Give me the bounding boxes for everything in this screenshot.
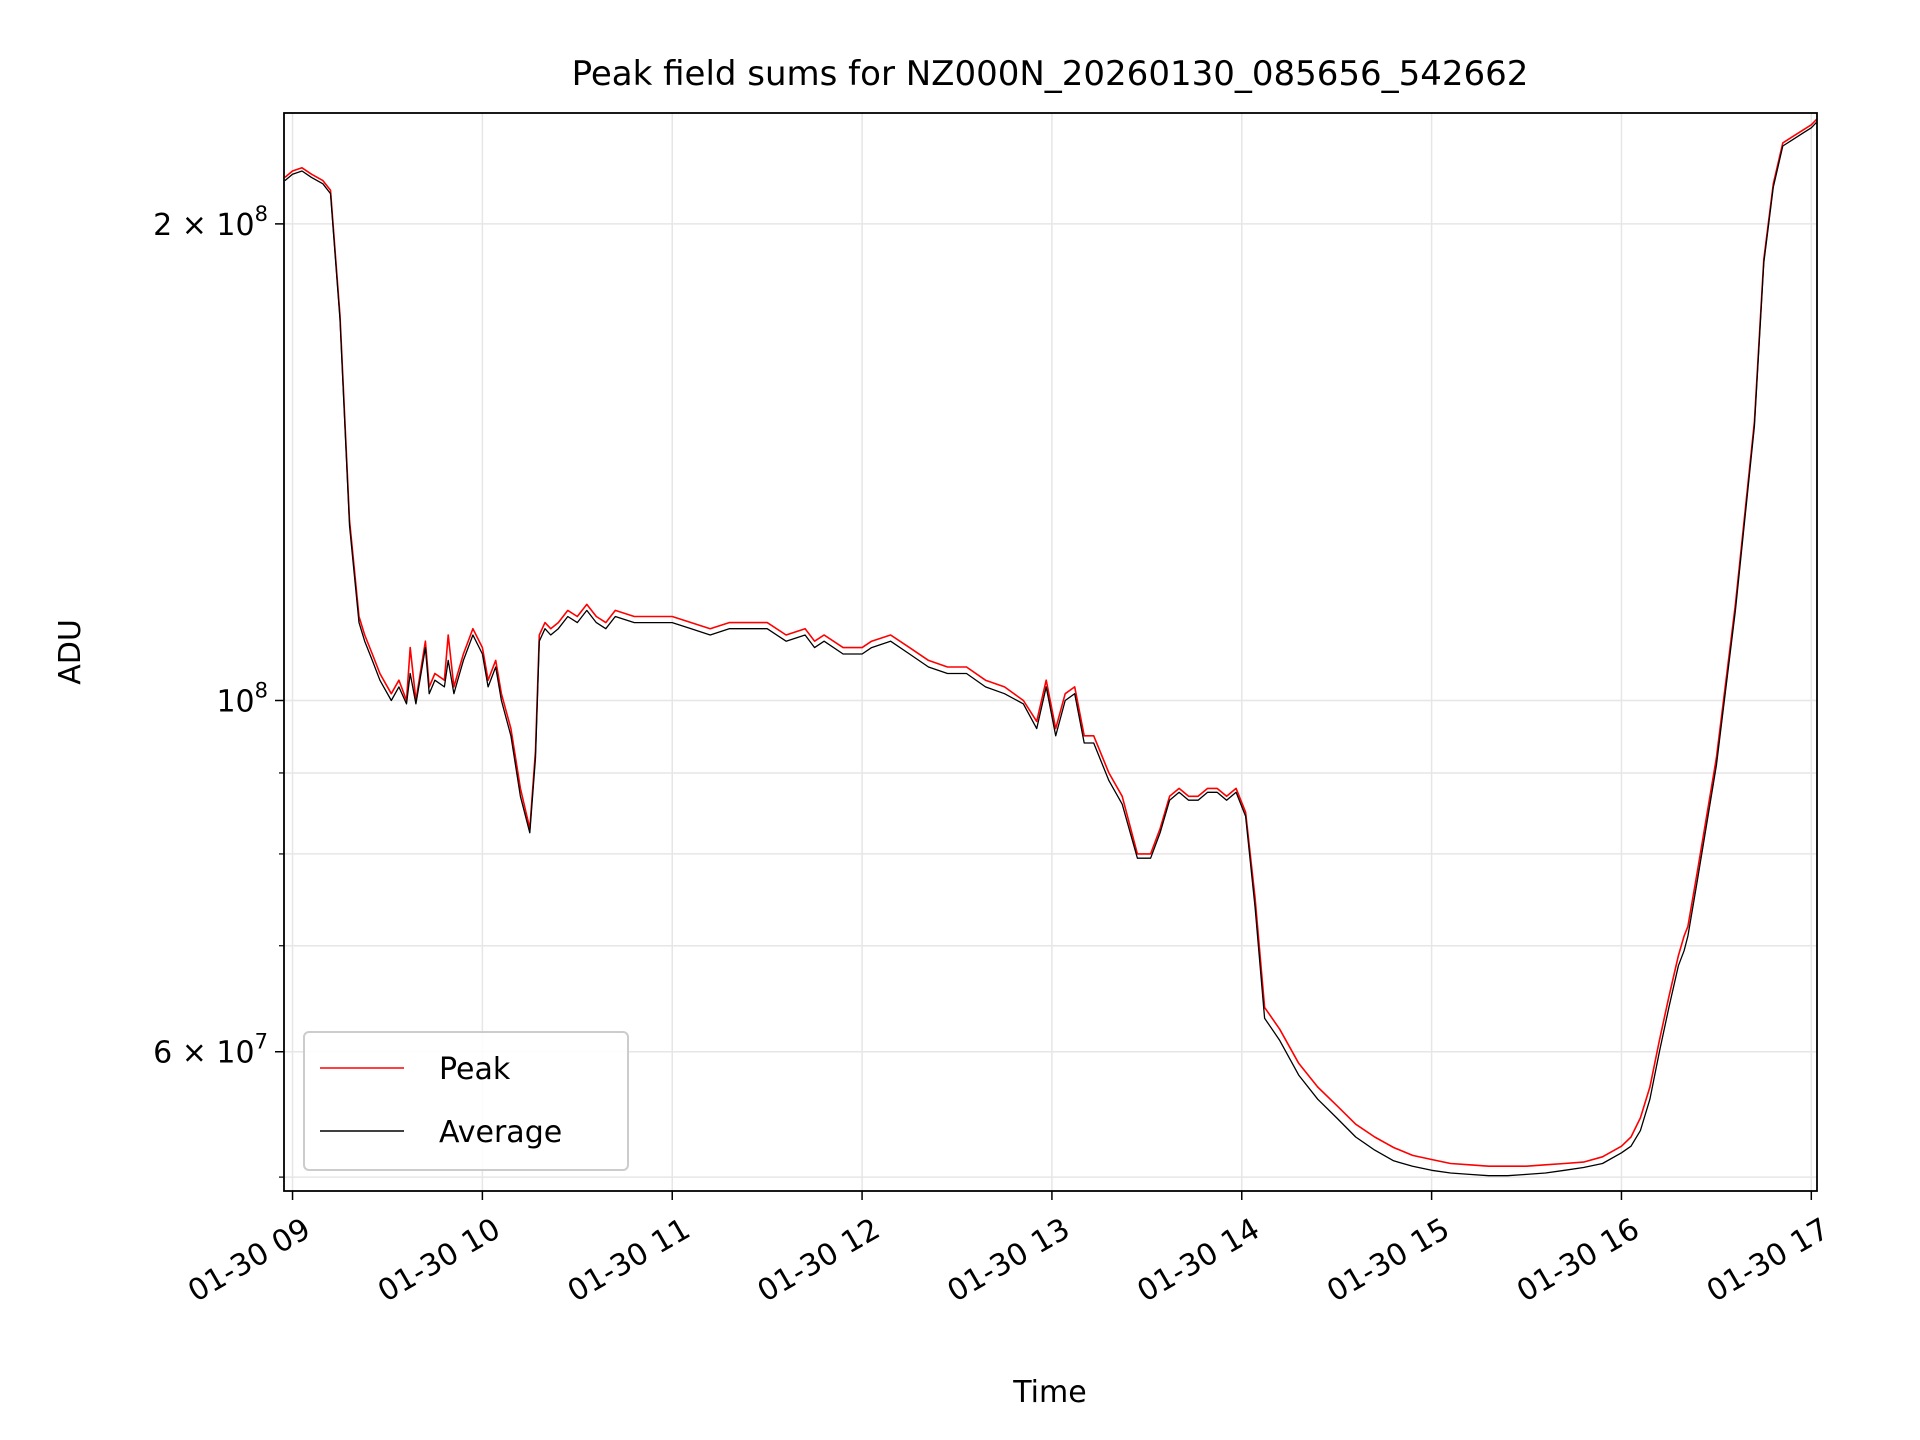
series-group [284,118,1817,1177]
y-tick-label-base: 2 × 10 [153,208,254,243]
chart-title: Peak field sums for NZ000N_20260130_0856… [572,54,1529,94]
y-tick-label: 108 [216,678,268,719]
y-tick-label-exponent: 8 [255,678,268,702]
y-tick-label-exponent: 7 [255,1030,268,1054]
y-tick-label-exponent: 8 [255,202,268,226]
series-line-peak [284,118,1817,1167]
x-axis-label: Time [1012,1375,1086,1410]
y-tick-label: 6 × 107 [153,1030,268,1071]
y-tick-label: 2 × 108 [153,202,268,243]
legend-peak-label: Peak [439,1052,511,1087]
legend-box [303,1031,629,1171]
y-tick-label-base: 10 [216,684,254,719]
legend: Peak Average [303,1031,629,1171]
y-axis-label: ADU [53,619,88,685]
series-line-average [284,121,1817,1177]
legend-average-label: Average [439,1115,562,1150]
plot-frame [283,112,1818,1192]
y-tick-label-base: 6 × 10 [153,1036,254,1071]
